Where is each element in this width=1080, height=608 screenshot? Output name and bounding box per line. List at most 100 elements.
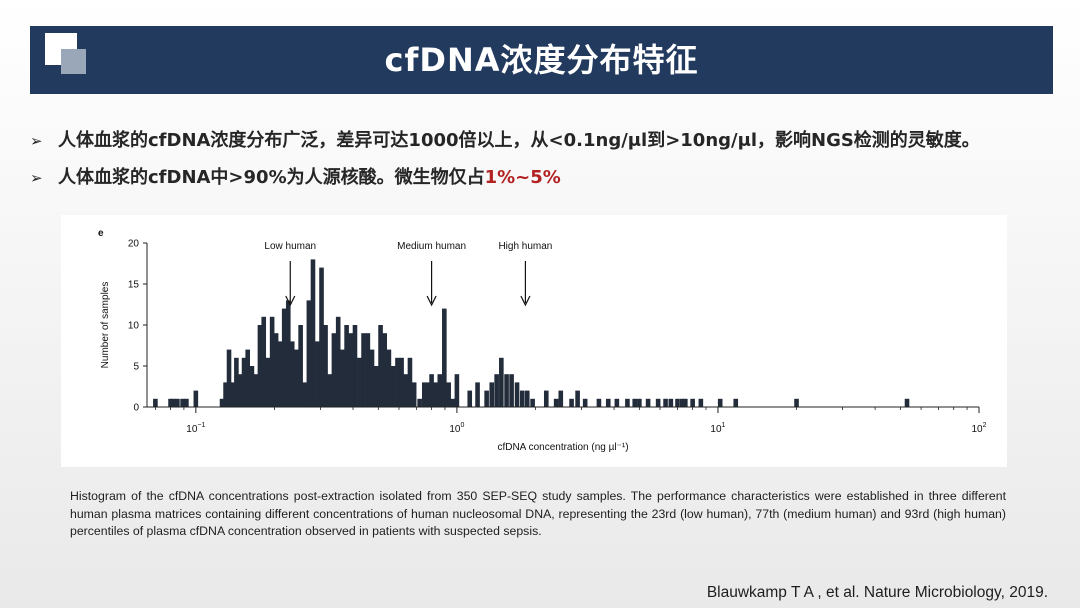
histogram-bar bbox=[733, 398, 739, 407]
histogram-bar bbox=[437, 374, 443, 407]
histogram-bar bbox=[698, 398, 704, 407]
histogram-bar bbox=[407, 357, 413, 407]
histogram-bar bbox=[494, 374, 499, 407]
histogram-bar bbox=[249, 366, 255, 407]
histogram-bar bbox=[484, 390, 489, 407]
annotation-label: High human bbox=[498, 241, 552, 252]
histogram-bar bbox=[475, 382, 480, 407]
histogram-bar bbox=[344, 325, 349, 407]
histogram-bar bbox=[655, 398, 661, 407]
histogram-bar bbox=[399, 357, 404, 407]
histogram-bar bbox=[450, 398, 456, 407]
annotation-arrow-head bbox=[285, 295, 296, 307]
histogram-bar bbox=[348, 333, 354, 407]
histogram-bar bbox=[382, 333, 387, 407]
bullet-1: ➢ 人体血浆的cfDNA浓度分布广泛，差异可达1000倍以上，从<0.1ng/μl… bbox=[30, 126, 980, 152]
histogram-bar bbox=[717, 398, 723, 407]
histogram-bar bbox=[645, 398, 651, 407]
histogram-bar bbox=[904, 398, 910, 407]
histogram-bar bbox=[679, 398, 685, 407]
bullet-2: ➢ 人体血浆的cfDNA中>90%为人源核酸。微生物仅占1%~5% bbox=[30, 163, 561, 189]
histogram-bar bbox=[411, 382, 417, 407]
histogram-bar bbox=[625, 398, 630, 407]
histogram-bar bbox=[489, 382, 495, 407]
histogram-bar bbox=[265, 357, 271, 407]
chart-panel: 0 5 10 15 20 10−1 100 101 102 cfDNA concentration… bbox=[61, 215, 1007, 467]
histogram-bar bbox=[327, 374, 333, 407]
histogram-bar bbox=[168, 398, 173, 407]
histogram-bar bbox=[237, 374, 243, 407]
bullet-2-highlight: 1%~5% bbox=[484, 167, 561, 188]
histogram-bar bbox=[294, 349, 299, 407]
histogram-bar bbox=[306, 300, 312, 407]
histogram-bar bbox=[378, 325, 383, 407]
histogram-bar bbox=[467, 390, 473, 407]
panel-label: e bbox=[98, 228, 104, 239]
histogram-bar bbox=[335, 316, 341, 407]
histogram-bar bbox=[223, 382, 228, 407]
histogram-bar bbox=[319, 267, 324, 407]
histogram-bar bbox=[425, 382, 431, 407]
histogram-bar bbox=[273, 333, 279, 407]
histogram-bar bbox=[269, 316, 275, 407]
histogram-bar bbox=[357, 357, 362, 407]
histogram-bar bbox=[421, 382, 427, 407]
histogram-bar bbox=[530, 398, 535, 407]
histogram-bar bbox=[632, 398, 638, 407]
histogram-bar bbox=[683, 398, 688, 407]
histogram-bar bbox=[281, 308, 287, 407]
annotation-arrow-head bbox=[520, 295, 531, 307]
histogram-bar bbox=[386, 349, 392, 407]
histogram-bar bbox=[446, 382, 451, 407]
histogram-bar bbox=[253, 374, 259, 407]
triangle-right-icon: ➢ bbox=[30, 169, 43, 187]
bullet-1-text: 人体血浆的cfDNA浓度分布广泛，差异可达1000倍以上，从<0.1ng/μl到… bbox=[58, 130, 980, 151]
histogram-bar bbox=[261, 316, 267, 407]
y-tick-label: 15 bbox=[128, 280, 140, 291]
histogram-bar bbox=[302, 382, 307, 407]
histogram-bar bbox=[614, 398, 620, 407]
x-tick-label: 100 bbox=[449, 422, 464, 435]
histogram-bar bbox=[553, 398, 559, 407]
annotation-label: Medium human bbox=[397, 241, 466, 252]
histogram-chart: 0 5 10 15 20 10−1 100 101 102 cfDNA concentration… bbox=[98, 228, 987, 453]
y-axis-label: Number of samples bbox=[100, 282, 111, 369]
histogram-bar bbox=[315, 341, 320, 407]
histogram-bar bbox=[509, 374, 514, 407]
histogram-bar bbox=[226, 349, 232, 407]
annotation-label: Low human bbox=[264, 241, 316, 252]
histogram-bar bbox=[514, 382, 520, 407]
x-tick-label: 101 bbox=[710, 422, 725, 435]
histogram-bar bbox=[241, 357, 247, 407]
histogram-bar bbox=[429, 374, 434, 407]
histogram-bar bbox=[340, 349, 345, 407]
histogram-bar bbox=[637, 398, 642, 407]
histogram-bar bbox=[310, 259, 316, 407]
histogram-bar bbox=[690, 398, 695, 407]
histogram-bar bbox=[171, 398, 176, 407]
histogram-bar bbox=[543, 390, 549, 407]
histogram-bar bbox=[442, 308, 447, 407]
y-tick-label: 0 bbox=[133, 403, 139, 414]
histogram-bar bbox=[352, 325, 358, 407]
figure-caption: Histogram of the cfDNA concentrations po… bbox=[70, 489, 1006, 538]
histogram-bar bbox=[153, 398, 158, 407]
histogram-bar bbox=[245, 349, 250, 407]
histogram-bar bbox=[180, 398, 185, 407]
y-tick-label: 20 bbox=[128, 239, 140, 250]
histogram-bar bbox=[277, 341, 283, 407]
histogram-bar bbox=[298, 325, 303, 407]
histogram-bar bbox=[596, 398, 602, 407]
histogram-bar bbox=[403, 374, 409, 407]
logo-square-gray bbox=[61, 49, 86, 74]
histogram-bar bbox=[193, 390, 199, 407]
histogram-bar bbox=[675, 398, 680, 407]
histogram-bar bbox=[663, 398, 668, 407]
title-bar bbox=[30, 26, 1053, 94]
histogram-bar bbox=[569, 398, 574, 407]
histogram-bar bbox=[175, 398, 180, 407]
y-tick-label: 5 bbox=[133, 362, 139, 373]
histogram-bar bbox=[575, 390, 580, 407]
histogram-bar bbox=[361, 333, 366, 407]
histogram-bar bbox=[184, 398, 189, 407]
